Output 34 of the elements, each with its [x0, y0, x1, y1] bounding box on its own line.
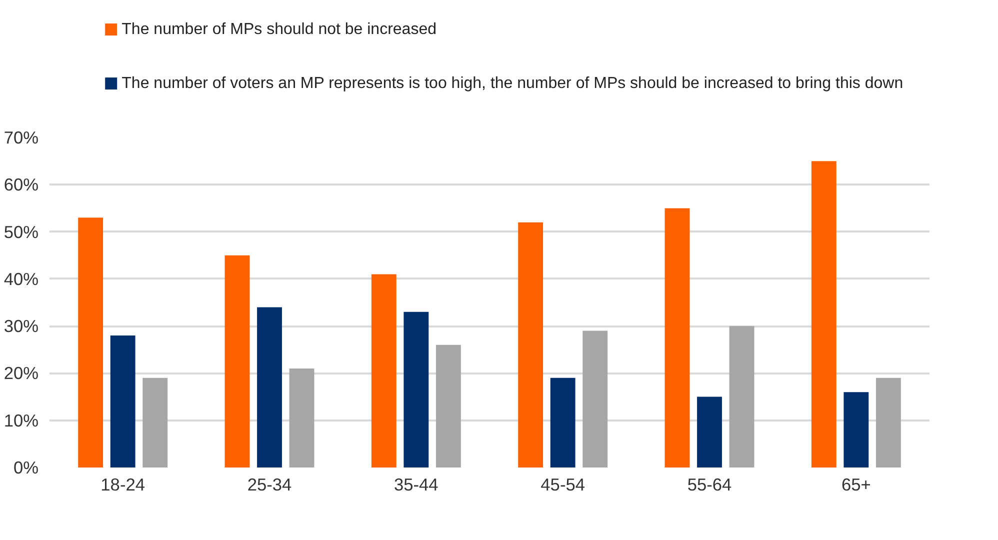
y-tick-label: 30% [4, 316, 39, 336]
y-tick-label: 10% [4, 410, 39, 430]
bar [811, 161, 836, 468]
y-tick-label: 70% [4, 128, 39, 148]
y-tick-label: 0% [13, 458, 38, 478]
bar [404, 312, 429, 468]
bar [257, 307, 282, 468]
bar [729, 326, 754, 468]
bar [582, 330, 608, 468]
bar [697, 396, 722, 468]
bar [844, 392, 869, 468]
bar [436, 344, 461, 468]
bar [664, 208, 690, 468]
x-tick-label: 25-34 [247, 474, 292, 494]
bar [371, 274, 396, 468]
bar [289, 368, 314, 468]
x-tick-label: 18-24 [100, 474, 146, 494]
bar [142, 378, 168, 468]
y-tick-label: 20% [4, 363, 39, 384]
bar [550, 378, 576, 468]
legend-label: The number of voters an MP represents is too high, the number of MPs should be increased to bring this down [122, 75, 904, 92]
x-tick-label: 45-54 [540, 474, 586, 494]
bar [78, 218, 104, 468]
legend-label: The number of MPs should not be increased [122, 21, 437, 38]
x-tick-label: 35-44 [394, 474, 439, 494]
y-tick-label: 40% [4, 268, 39, 289]
x-tick-label: 55-64 [687, 474, 732, 494]
bar [224, 255, 250, 468]
bar [518, 222, 544, 468]
bar [110, 336, 136, 468]
x-tick-label: 65+ [841, 474, 871, 494]
y-tick-label: 60% [4, 174, 39, 195]
bar [876, 378, 901, 468]
y-tick-label: 50% [4, 222, 39, 242]
